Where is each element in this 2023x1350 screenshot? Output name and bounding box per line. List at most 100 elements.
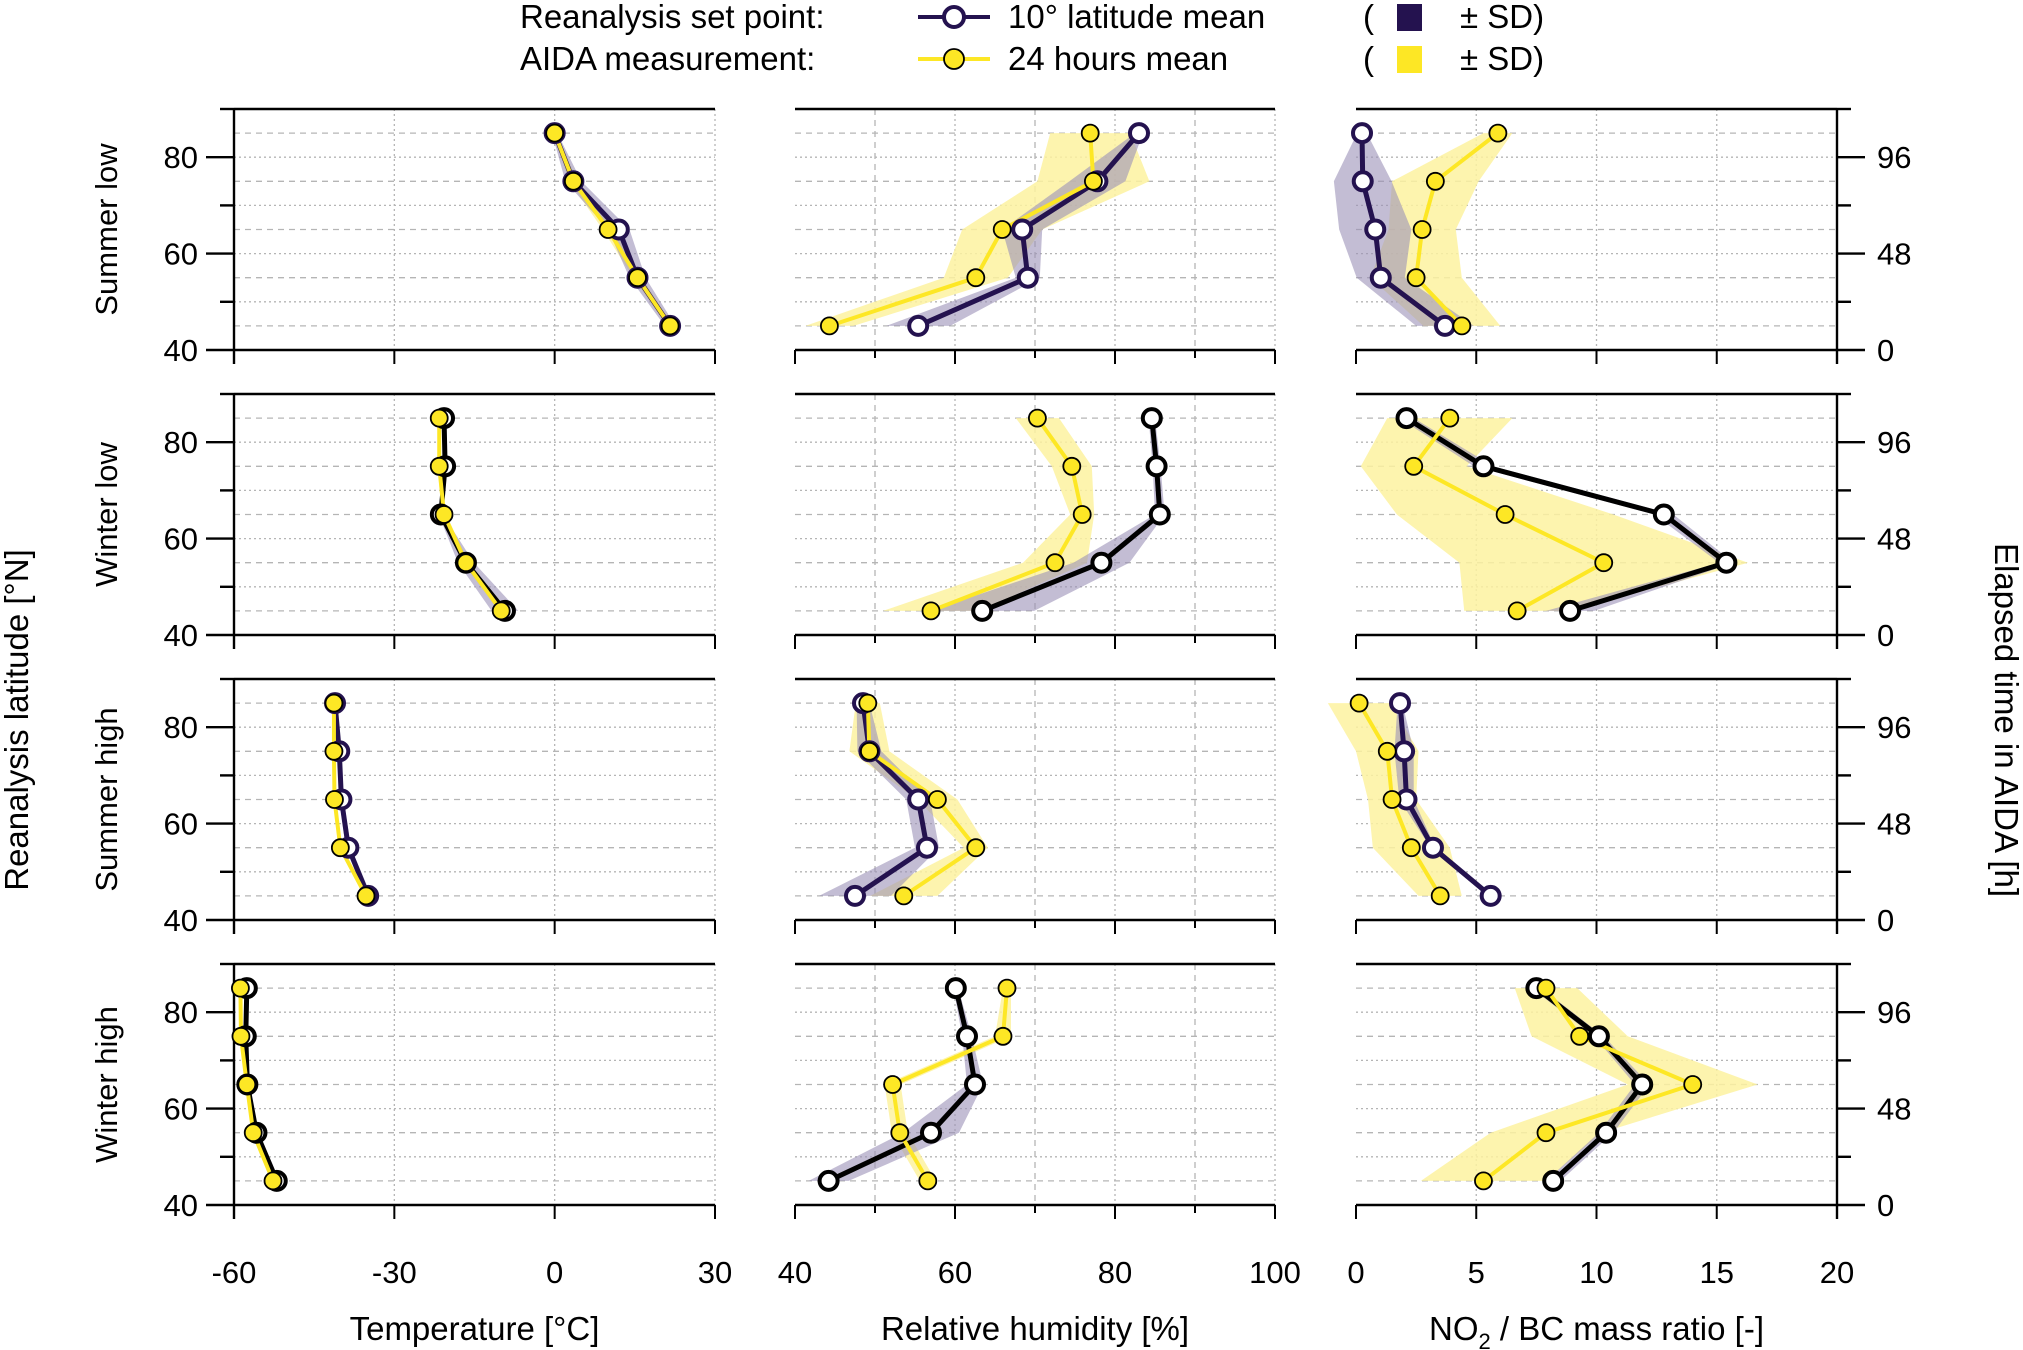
aida-sd-band	[883, 418, 1095, 611]
aida-point	[858, 693, 878, 713]
x-tick-label-no2: 20	[1820, 1255, 1854, 1290]
reanalysis-point	[1148, 503, 1171, 526]
aida-point	[491, 601, 511, 621]
aida-point	[429, 456, 449, 476]
aida-point	[231, 1026, 251, 1046]
panel-temp: 40 60 80	[164, 677, 716, 938]
aida-point	[1570, 1026, 1590, 1046]
aida-point	[1412, 220, 1432, 239]
aida-point	[992, 220, 1012, 239]
reanalysis-point	[1587, 1025, 1610, 1048]
x-tick-label-no2: 15	[1700, 1255, 1734, 1290]
aida-sd-band	[1370, 133, 1513, 326]
aida-point	[456, 553, 476, 573]
aida-point	[1401, 838, 1421, 858]
reanalysis-point	[907, 314, 930, 337]
aida-point	[894, 886, 914, 906]
y2-tick-label: 48	[1877, 1092, 1911, 1127]
reanalysis-point	[944, 977, 967, 1000]
aida-point	[1425, 171, 1445, 191]
aida-point	[966, 268, 986, 288]
y2-tick-label: 96	[1877, 710, 1911, 745]
reanalysis-point	[964, 1073, 986, 1096]
reanalysis-point	[1128, 122, 1150, 145]
reanalysis-point	[1595, 1121, 1618, 1144]
reanalysis-point	[1652, 503, 1675, 526]
aida-point	[1028, 408, 1047, 428]
reanalysis-point	[1433, 314, 1456, 337]
aida-point	[429, 408, 449, 428]
legend-aida-label: AIDA measurement:	[520, 40, 815, 77]
panel-temp: 40 60 80	[164, 107, 716, 368]
row-summer-low: Summer low 40 60 80 0 48 96	[89, 107, 1911, 368]
y2-tick-label: 96	[1877, 140, 1911, 175]
reanalysis-point	[1421, 836, 1444, 859]
panel-no2: 0 48 96	[1327, 677, 1911, 938]
legend-reanalysis-marker	[942, 5, 966, 29]
x-tick-label-rh: 60	[938, 1255, 972, 1290]
aida-point	[1507, 601, 1527, 621]
reanalysis-point	[1140, 407, 1163, 430]
panel-rh	[794, 677, 1276, 934]
aida-point	[237, 1075, 257, 1094]
x-tick-label-no2: 0	[1347, 1255, 1364, 1290]
y-tick-label: 60	[164, 237, 198, 272]
legend-reanalysis-label: Reanalysis set point:	[520, 0, 825, 35]
panel-no2: 0 48 96	[1333, 107, 1911, 368]
reanalysis-point	[971, 599, 994, 622]
reanalysis-point	[1472, 455, 1495, 478]
aida-point	[628, 268, 647, 288]
aida-point	[1072, 505, 1092, 524]
row-winter-high: Winter high 40 60 80 0 48 96	[89, 962, 1911, 1223]
legend: Reanalysis set point: 10° latitude mean …	[520, 0, 1544, 77]
aida-point	[1594, 553, 1614, 573]
aida-point	[1440, 408, 1460, 428]
legend-reanalysis-band-swatch	[1397, 4, 1422, 31]
legend-aida-band-swatch	[1397, 46, 1422, 73]
legend-aida-marker	[943, 48, 965, 70]
aida-point	[324, 693, 344, 713]
y2-tick-label: 48	[1877, 237, 1911, 272]
x-axis-title-no2: NO2 / BC mass ratio [-]	[1429, 1310, 1764, 1350]
aida-point	[243, 1123, 263, 1143]
panel-rh	[794, 392, 1276, 649]
y2-axis-title: Elapsed time in AIDA [h]	[1988, 543, 2023, 897]
aida-point	[1084, 171, 1103, 191]
reanalysis-point	[1364, 218, 1387, 241]
aida-point	[1406, 268, 1426, 288]
reanalysis-point	[1395, 407, 1418, 430]
y-tick-label: 60	[164, 522, 198, 557]
row-label: Winter high	[89, 1006, 124, 1163]
aida-point	[1349, 693, 1369, 713]
aida-point	[324, 741, 344, 761]
aida-point	[434, 505, 454, 524]
y-tick-label: 40	[164, 333, 198, 368]
aida-point	[890, 1123, 910, 1143]
panel-no2: 0 48 96	[1355, 392, 1911, 653]
row-label: Summer low	[89, 143, 124, 316]
panel-rh	[794, 962, 1276, 1219]
y-tick-label: 80	[164, 995, 198, 1030]
y2-tick-label: 0	[1877, 618, 1894, 653]
row-label: Summer high	[89, 707, 124, 891]
x-tick-label-no2: 10	[1579, 1255, 1613, 1290]
aida-point	[918, 1171, 938, 1191]
legend-reanalysis-sd: ± SD)	[1460, 0, 1544, 35]
y2-tick-label: 0	[1877, 903, 1894, 938]
aida-point	[1474, 1171, 1493, 1191]
y-tick-label: 80	[164, 425, 198, 460]
reanalysis-point	[920, 1121, 942, 1144]
x-axis-title-temp: Temperature [°C]	[350, 1310, 600, 1347]
row-winter-low: Winter low 40 60 80 0 48 96	[89, 392, 1911, 653]
aida-point	[1377, 741, 1397, 761]
y2-tick-label: 96	[1877, 425, 1911, 460]
reanalysis-point	[1389, 692, 1412, 715]
reanalysis-point	[1479, 884, 1502, 907]
aida-point	[263, 1171, 283, 1191]
reanalysis-point	[1631, 1073, 1654, 1096]
reanalysis-point	[1559, 599, 1582, 622]
aida-point	[1382, 790, 1402, 809]
aida-sd-band	[1420, 988, 1758, 1181]
y2-tick-label: 0	[1877, 1188, 1894, 1223]
